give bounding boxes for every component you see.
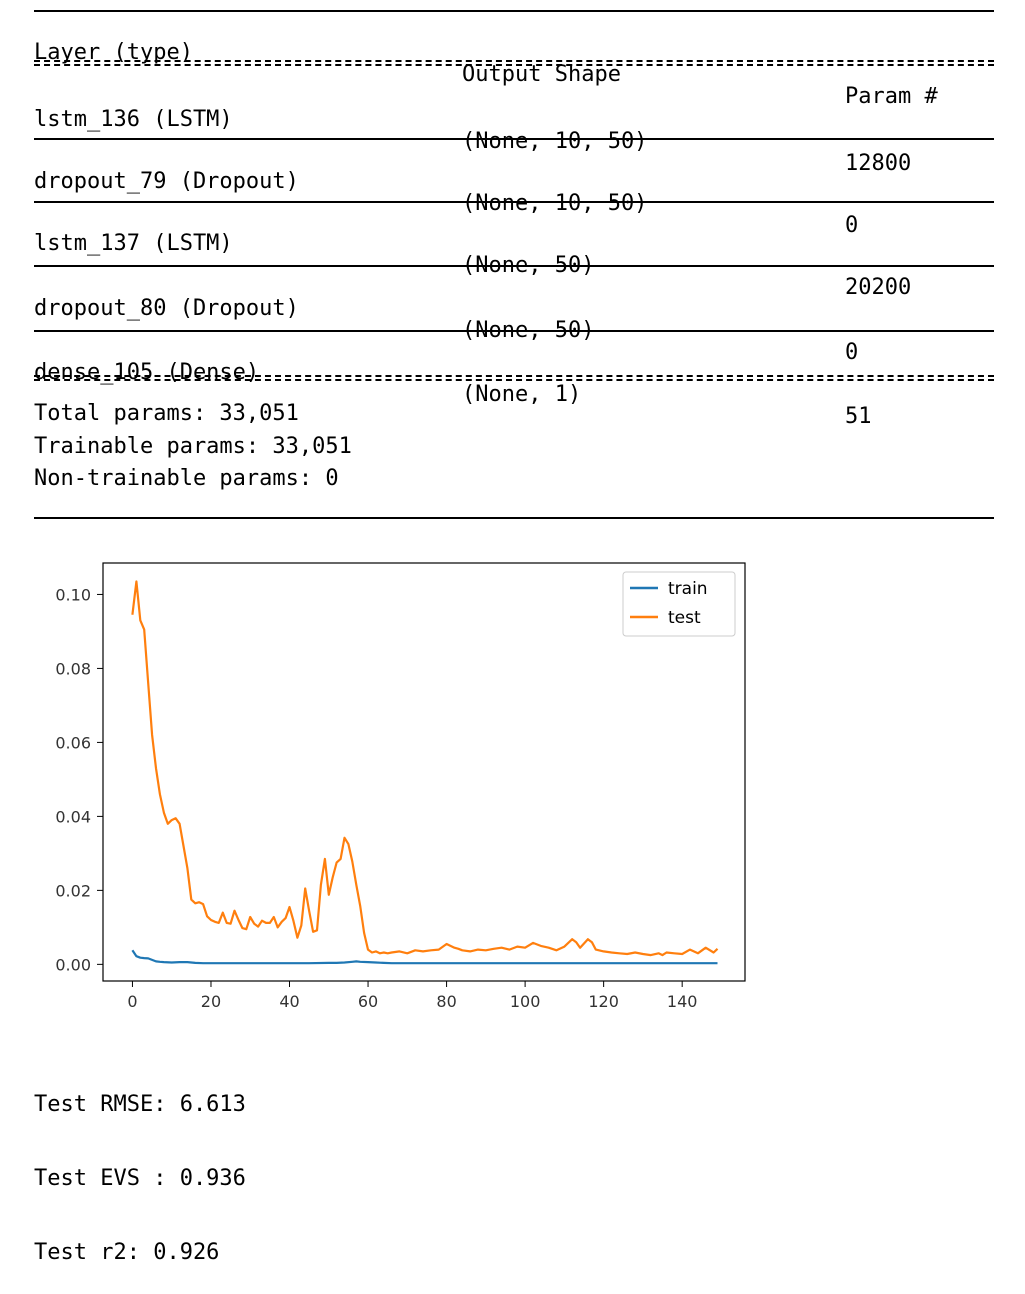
y-axis: 0.00 0.02 0.04 0.06 0.08 0.10 [55, 585, 103, 974]
layer-name: lstm_136 (LSTM) [34, 109, 233, 131]
loss-chart-svg: 0 20 40 60 80 100 120 140 0.000.020.040.060.080… [0, 540, 780, 1030]
test-metrics: Test RMSE: 6.613 Test EVS : 0.936 Test r… [34, 1050, 246, 1294]
non-trainable-params: Non-trainable params: 0 [34, 468, 339, 490]
x-tick-label: 100 [510, 992, 541, 1011]
x-tick-label: 20 [201, 992, 221, 1011]
header-double-rule [34, 60, 994, 66]
loss-chart: 0 20 40 60 80 100 120 140 0.00 0.02 0.04 0.06 0.08 0… [0, 540, 780, 1030]
table-row: lstm_136 (LSTM) (None, 10, 50) 12800 [34, 87, 994, 113]
table-row: dense_105 (Dense) (None, 1) 51 [34, 340, 994, 366]
footer-double-rule [34, 375, 994, 381]
trainable-params: Trainable params: 33,051 [34, 436, 352, 458]
bottom-rule [34, 517, 994, 519]
x-tick-label: 0 [127, 992, 137, 1011]
y-tick-label: 0.04 [55, 807, 91, 826]
total-params: Total params: 33,051 [34, 403, 299, 425]
output-shape: (None, 1) [462, 384, 581, 406]
y-tick-label: 0.06 [55, 733, 91, 752]
layer-name: lstm_137 (LSTM) [34, 233, 233, 255]
row-rule [34, 330, 994, 332]
header-output-shape: Output Shape [462, 64, 621, 86]
x-tick-label: 60 [358, 992, 378, 1011]
summary-header-row: Layer (type) Output Shape Param # [34, 20, 994, 46]
x-axis: 0 20 40 60 80 100 120 140 [127, 981, 697, 1011]
table-row: lstm_137 (LSTM) (None, 50) 20200 [34, 211, 994, 237]
y-tick-label: 0.00 [55, 955, 91, 974]
chart-legend: train test [623, 572, 735, 636]
legend-label-train: train [668, 579, 708, 599]
x-tick-label: 140 [667, 992, 698, 1011]
layer-name: dropout_79 (Dropout) [34, 171, 299, 193]
row-rule [34, 265, 994, 267]
test-rmse: Test RMSE: 6.613 [34, 1094, 246, 1124]
series-lines [132, 582, 717, 964]
model-summary: Layer (type) Output Shape Param # lstm_1… [34, 0, 994, 616]
top-rule [34, 10, 994, 12]
series-line-test [132, 582, 717, 956]
x-tick-label: 80 [436, 992, 456, 1011]
y-tick-label: 0.08 [55, 659, 91, 678]
table-row: dropout_80 (Dropout) (None, 50) 0 [34, 276, 994, 302]
table-row: dropout_79 (Dropout) (None, 10, 50) 0 [34, 149, 994, 175]
row-rule [34, 138, 994, 140]
layer-name: dropout_80 (Dropout) [34, 298, 299, 320]
legend-label-test: test [668, 608, 701, 628]
y-tick-label: 0.02 [55, 881, 91, 900]
x-tick-label: 120 [588, 992, 619, 1011]
test-r2: Test r2: 0.926 [34, 1242, 246, 1272]
param-count: 51 [845, 406, 872, 428]
x-tick-label: 40 [279, 992, 299, 1011]
row-rule [34, 201, 994, 203]
y-tick-label: 0.10 [55, 585, 91, 604]
test-evs: Test EVS : 0.936 [34, 1168, 246, 1198]
